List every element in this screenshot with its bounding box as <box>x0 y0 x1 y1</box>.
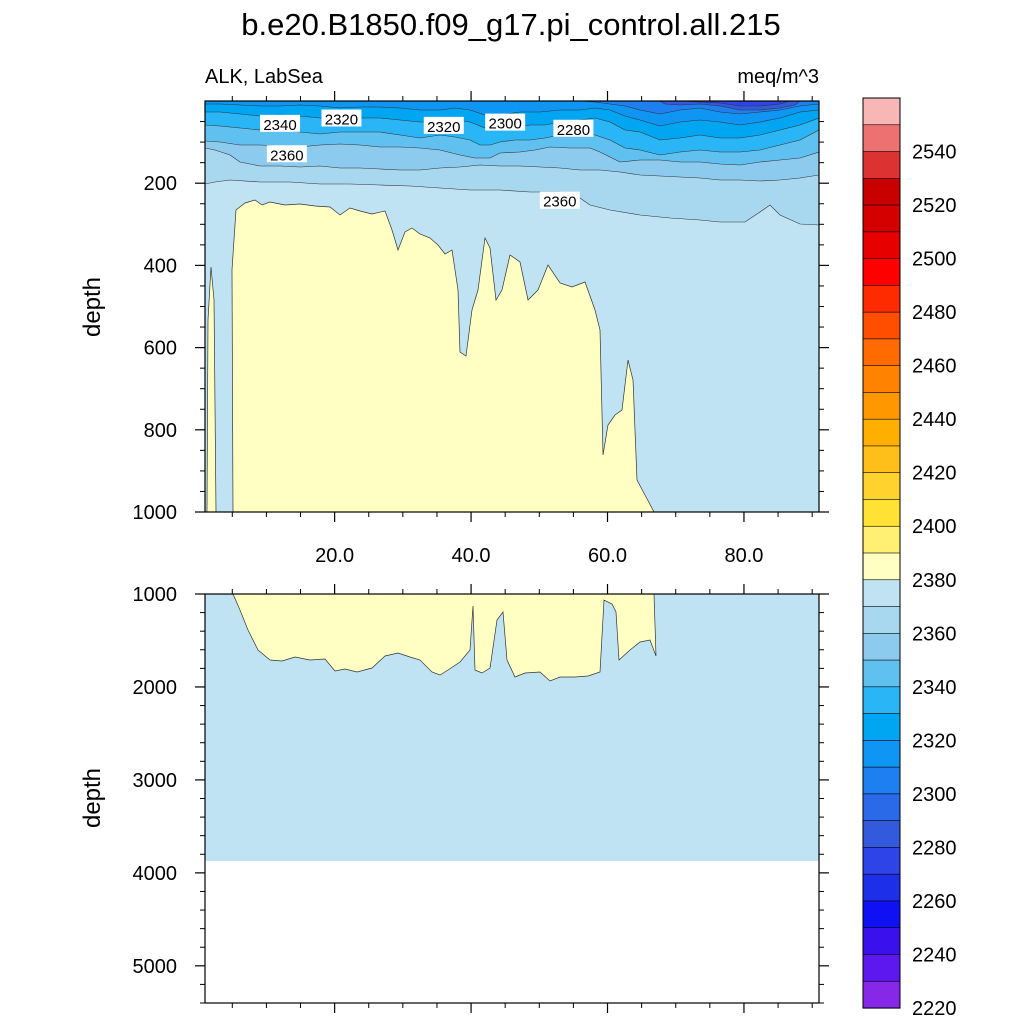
colorbar-swatch <box>862 606 901 634</box>
colorbar-label: 2320 <box>912 730 957 752</box>
colorbar: 2540 2520 2500 2480 2460 2440 2420 2400 2380 2360… <box>862 97 957 1020</box>
colorbar-label: 2440 <box>912 409 957 431</box>
colorbar-swatch <box>862 151 901 179</box>
colorbar-swatch <box>862 980 901 1009</box>
upper-ytick-label: 400 <box>144 255 177 277</box>
colorbar-label: 2220 <box>912 998 957 1020</box>
seafloor <box>205 861 819 1003</box>
colorbar-label: 2240 <box>912 944 957 966</box>
colorbar-swatch <box>862 927 901 956</box>
subtitle-right: meq/m^3 <box>737 66 819 88</box>
contour-label: 2340 <box>260 114 301 134</box>
colorbar-swatch <box>862 472 901 501</box>
colorbar-frame <box>862 97 901 1009</box>
colorbar-swatch <box>862 579 901 608</box>
colorbar-swatch <box>862 552 901 581</box>
upper-xtick-label: 80.0 <box>724 545 763 567</box>
contour-label: 2360 <box>539 191 580 211</box>
contour-label: 2280 <box>553 119 594 139</box>
svg-text:2320: 2320 <box>427 119 460 136</box>
subtitle-left: ALK, LabSea <box>205 66 324 88</box>
lower-axis-ticks: 1000 2000 3000 4000 5000 <box>133 584 829 1013</box>
colorbar-swatch <box>862 686 901 715</box>
svg-text:2340: 2340 <box>263 117 296 134</box>
colorbar-swatch <box>862 258 901 286</box>
colorbar-label: 2300 <box>912 784 957 806</box>
colorbar-swatch <box>862 338 901 367</box>
colorbar-swatch <box>862 793 901 822</box>
lower-ytick-label: 2000 <box>133 677 178 699</box>
colorbar-label: 2340 <box>912 677 957 699</box>
colorbar-label: 2540 <box>912 142 957 164</box>
colorbar-label: 2480 <box>912 302 957 324</box>
colorbar-swatch <box>862 900 901 929</box>
colorbar-label: 2260 <box>912 891 957 913</box>
colorbar-swatch <box>862 285 901 313</box>
svg-text:2300: 2300 <box>488 116 521 133</box>
svg-text:2360: 2360 <box>543 194 576 211</box>
colorbar-swatch <box>862 311 901 340</box>
colorbar-label: 2400 <box>912 516 957 538</box>
upper-xtick-label: 20.0 <box>315 545 354 567</box>
upper-ytick-label: 600 <box>144 338 177 360</box>
upper-y-axis-label: depth <box>79 277 106 337</box>
lower-ytick-label: 3000 <box>133 770 178 792</box>
lower-ytick-label: 5000 <box>133 956 178 978</box>
lower-ytick-label: 1000 <box>133 584 178 606</box>
lower-panel <box>205 594 819 1003</box>
colorbar-label: 2460 <box>912 356 957 378</box>
upper-contour-labels: 2340 2320 2320 2300 2280 2360 2360 <box>260 109 594 211</box>
colorbar-swatch <box>862 97 901 126</box>
svg-text:2360: 2360 <box>270 147 303 164</box>
upper-ytick-label: 200 <box>144 173 177 195</box>
svg-text:2280: 2280 <box>557 122 590 139</box>
colorbar-swatch <box>862 204 901 233</box>
lower-y-axis-label: depth <box>79 768 106 828</box>
contour-label: 2320 <box>423 116 464 136</box>
colorbar-label: 2420 <box>912 463 957 485</box>
colorbar-swatch <box>862 231 901 260</box>
upper-ytick-label: 800 <box>144 420 177 442</box>
upper-panel <box>205 101 819 512</box>
high-alk-region-lower <box>232 594 657 682</box>
colorbar-swatch <box>862 766 901 795</box>
colorbar-swatch <box>862 177 901 206</box>
colorbar-swatch <box>862 954 901 982</box>
high-alk-region-upper <box>231 199 655 512</box>
main-title: b.e20.B1850.f09_g17.pi_control.all.215 <box>241 7 781 42</box>
colorbar-label: 2360 <box>912 623 957 645</box>
colorbar-swatch <box>862 445 901 474</box>
high-alk-region-left-upper <box>206 266 217 512</box>
colorbar-label: 2380 <box>912 570 957 592</box>
colorbar-swatch <box>862 418 901 447</box>
colorbar-label: 2500 <box>912 249 957 271</box>
colorbar-swatch <box>862 365 901 394</box>
colorbar-swatch <box>862 847 901 875</box>
upper-axis-ticks: 200 400 600 800 1000 20.0 40.0 60.0 80.0 <box>133 91 829 567</box>
colorbar-swatch <box>862 873 901 902</box>
svg-text:2320: 2320 <box>325 111 358 128</box>
colorbar-swatch <box>862 392 901 420</box>
upper-ytick-label: 1000 <box>133 502 178 524</box>
upper-xtick-label: 40.0 <box>452 545 491 567</box>
colorbar-swatch <box>862 713 901 741</box>
colorbar-label: 2280 <box>912 837 957 859</box>
colorbar-swatch <box>862 525 901 554</box>
upper-xtick-label: 60.0 <box>588 545 627 567</box>
lower-ytick-label: 4000 <box>133 863 178 885</box>
colorbar-swatch <box>862 124 901 153</box>
colorbar-label: 2520 <box>912 195 957 217</box>
contour-label: 2360 <box>266 145 307 164</box>
colorbar-swatch <box>862 499 901 527</box>
colorbar-swatch <box>862 632 901 661</box>
contour-label: 2300 <box>485 113 526 133</box>
colorbar-swatch <box>862 740 901 768</box>
colorbar-swatch <box>862 659 901 688</box>
contour-label: 2320 <box>321 109 362 128</box>
colorbar-swatch <box>862 820 901 849</box>
